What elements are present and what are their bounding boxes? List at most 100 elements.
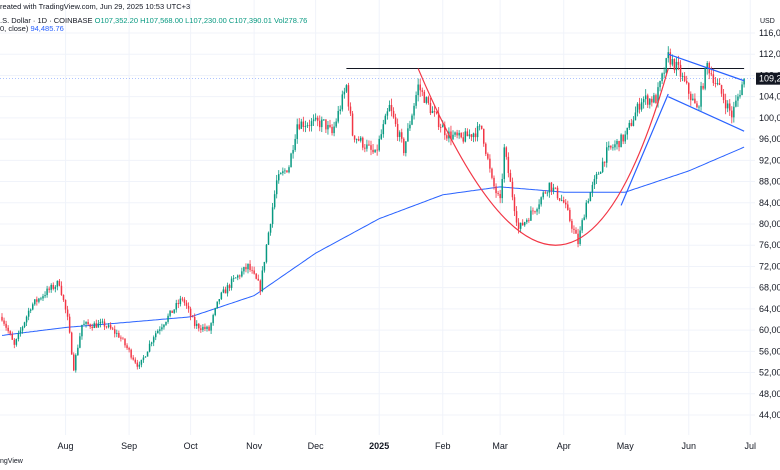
candle [741, 81, 743, 96]
candle [234, 277, 237, 279]
candle-body [610, 145, 612, 148]
candle-body [638, 103, 641, 110]
moving-average-path [1, 146, 745, 336]
candle-body [364, 147, 366, 149]
flag-upper-line [668, 53, 745, 82]
candle [616, 138, 618, 150]
candle [487, 152, 489, 161]
candle-body [683, 76, 686, 81]
candle [60, 281, 63, 296]
candle-body [587, 201, 590, 203]
candle [150, 341, 153, 347]
candle-body [478, 125, 481, 127]
candle-body [99, 322, 102, 324]
candle-body [179, 298, 182, 305]
candle [743, 78, 745, 88]
candle [216, 301, 218, 309]
candle-body [513, 197, 516, 212]
candle-body [737, 96, 739, 101]
candle [694, 93, 696, 104]
candle [513, 194, 516, 216]
candle-body [294, 138, 296, 150]
candle [202, 324, 204, 332]
candle-body [581, 220, 583, 231]
candle-body [146, 351, 149, 357]
candle-body [243, 267, 245, 272]
candle-body [107, 325, 110, 328]
candle-body [253, 270, 255, 274]
candle [690, 91, 692, 106]
candle [275, 174, 278, 199]
candle [191, 314, 194, 318]
candle [450, 125, 452, 146]
candle-body [597, 173, 600, 175]
candle-body [485, 143, 487, 154]
candle [298, 118, 300, 131]
candle [132, 355, 134, 361]
candle [673, 58, 676, 74]
candle-body [185, 302, 188, 306]
candle [263, 261, 266, 273]
candle-body [700, 85, 702, 107]
candle [54, 285, 57, 293]
candle-body [118, 332, 120, 338]
candle-body [571, 220, 573, 229]
candle [204, 323, 206, 332]
candle [226, 282, 229, 297]
candle [360, 136, 362, 143]
candle [587, 198, 590, 204]
candle-body [302, 121, 305, 127]
candle [46, 285, 48, 298]
candle [636, 102, 639, 117]
candle [9, 330, 11, 336]
candle-body [456, 132, 458, 136]
candle [187, 302, 190, 313]
candle-body [398, 132, 401, 137]
candle [505, 146, 508, 160]
candle-body [232, 278, 235, 279]
candle [124, 338, 126, 348]
candle [710, 66, 713, 77]
candle-body [679, 64, 682, 77]
candle [476, 121, 479, 142]
candle [36, 296, 38, 306]
pattern-annotations [0, 68, 755, 80]
candle [548, 182, 551, 198]
candle-body [558, 198, 561, 201]
candle-body [743, 78, 745, 85]
candle-body [403, 138, 405, 154]
candle [614, 140, 616, 151]
y-tick-label: 76,00 [759, 240, 780, 250]
last-price-badge [756, 72, 780, 85]
candle [421, 87, 423, 97]
candle [347, 82, 350, 111]
candle-body [499, 193, 501, 199]
candle-body [17, 333, 20, 339]
candle [460, 132, 462, 139]
candle-body [425, 97, 428, 103]
candle [353, 135, 356, 143]
candle-body [421, 90, 423, 92]
y-tick-label: 56,00 [759, 346, 780, 356]
candle-body [538, 204, 540, 210]
candle-body [655, 95, 657, 104]
candle-body [694, 98, 696, 104]
candle [583, 214, 585, 221]
candle [286, 170, 288, 173]
candle [312, 114, 315, 126]
candle-body [722, 93, 725, 101]
candle [405, 141, 407, 157]
candle-body [327, 124, 329, 130]
candle [251, 266, 253, 274]
candle-body [275, 180, 278, 195]
candle-body [528, 219, 530, 221]
candle [556, 185, 559, 200]
candle-body [417, 84, 419, 96]
candle [628, 120, 631, 130]
candle-body [450, 131, 452, 140]
candle-body [704, 68, 706, 89]
candle-body [79, 336, 81, 348]
candle-body [634, 112, 637, 121]
candle-body [534, 211, 536, 213]
candle [591, 181, 594, 197]
